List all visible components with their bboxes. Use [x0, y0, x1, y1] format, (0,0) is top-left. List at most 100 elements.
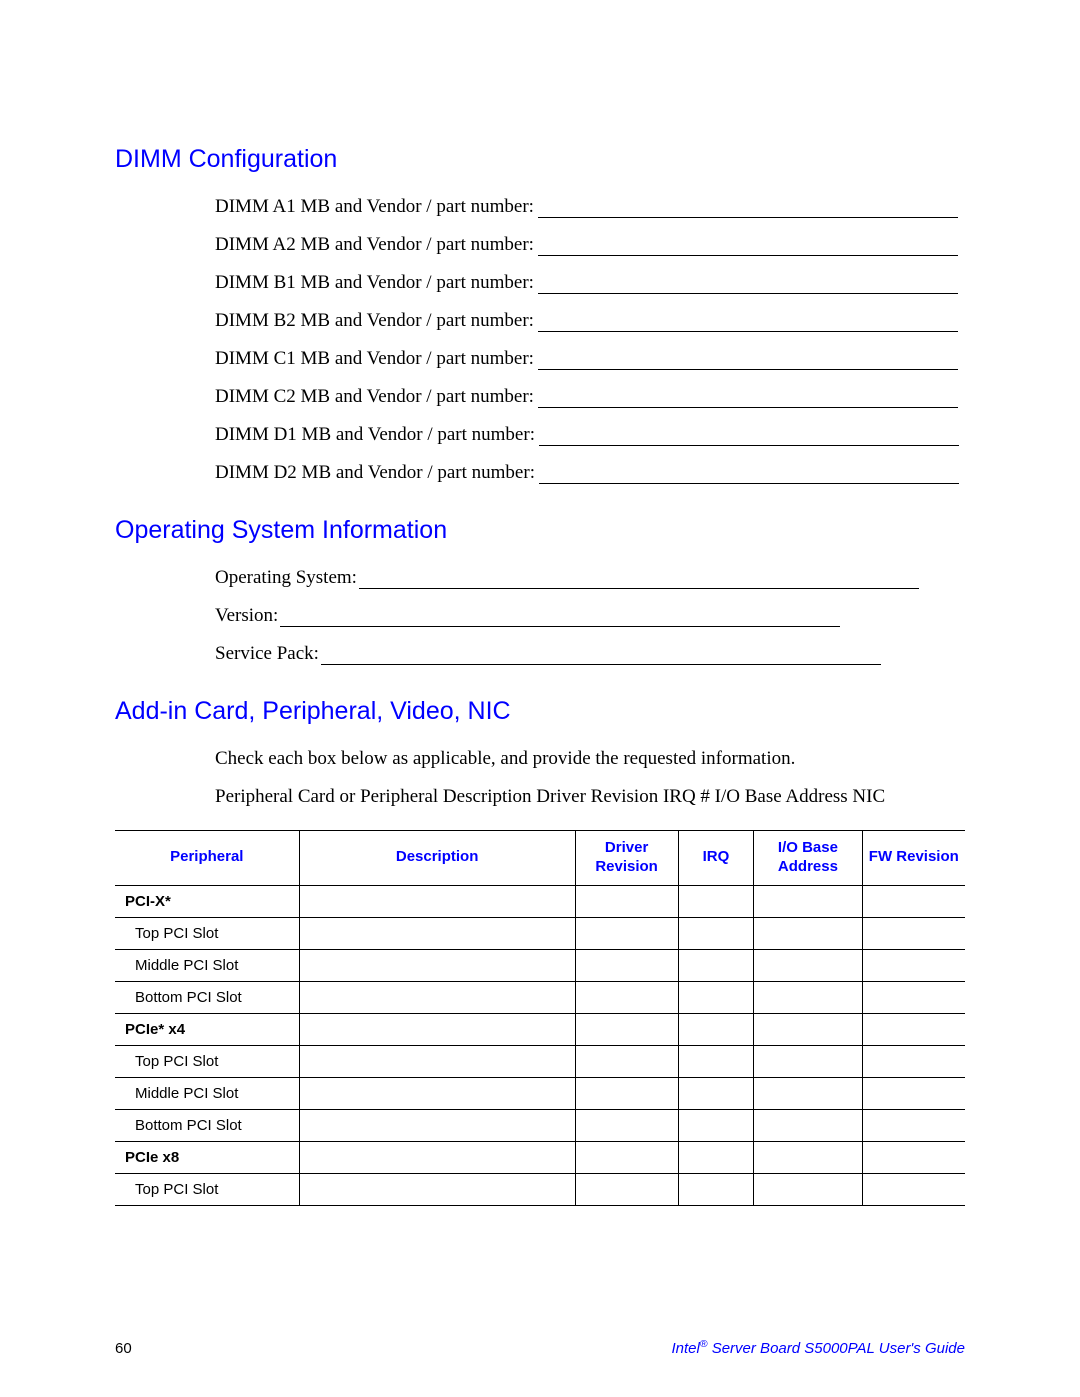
cell: [575, 949, 678, 981]
cell: [575, 1173, 678, 1205]
table-row: Top PCI Slot: [115, 917, 965, 949]
cell: [678, 1173, 754, 1205]
table-row: Top PCI Slot: [115, 1173, 965, 1205]
blank-line: [538, 255, 958, 256]
cell: [299, 1077, 575, 1109]
cell: [299, 885, 575, 917]
cell: [678, 1077, 754, 1109]
cell: [678, 1141, 754, 1173]
dimm-label: DIMM C2 MB and Vendor / part number:: [215, 386, 534, 408]
dimm-label: DIMM A1 MB and Vendor / part number:: [215, 196, 534, 218]
cell: [862, 1077, 965, 1109]
cell: [754, 1109, 862, 1141]
os-line: Service Pack:: [215, 643, 965, 665]
blank-line: [538, 369, 958, 370]
cell: [862, 1141, 965, 1173]
dimm-line: DIMM D1 MB and Vendor / part number:: [215, 424, 965, 446]
cell: [754, 949, 862, 981]
blank-line: [539, 483, 959, 484]
th-irq: IRQ: [678, 831, 754, 886]
cell: [754, 1141, 862, 1173]
addin-instruction: Check each box below as applicable, and …: [115, 748, 965, 770]
cell: [299, 981, 575, 1013]
row-label: Top PCI Slot: [115, 1173, 299, 1205]
dimm-line: DIMM A1 MB and Vendor / part number:: [215, 196, 965, 218]
cell: [754, 981, 862, 1013]
cell: [678, 885, 754, 917]
cell: [575, 1045, 678, 1077]
cell: [862, 981, 965, 1013]
os-label: Version:: [215, 605, 278, 627]
dimm-label: DIMM B2 MB and Vendor / part number:: [215, 310, 534, 332]
heading-dimm-configuration: DIMM Configuration: [115, 145, 965, 174]
blank-line: [321, 664, 881, 665]
cell: [575, 1077, 678, 1109]
cell: [678, 981, 754, 1013]
table-row: Bottom PCI Slot: [115, 981, 965, 1013]
row-label: Bottom PCI Slot: [115, 981, 299, 1013]
row-label: Top PCI Slot: [115, 917, 299, 949]
dimm-line: DIMM D2 MB and Vendor / part number:: [215, 462, 965, 484]
cell: [299, 917, 575, 949]
cell: [862, 885, 965, 917]
os-line: Operating System:: [215, 567, 965, 589]
cell: [678, 1045, 754, 1077]
cell: [299, 1013, 575, 1045]
blank-line: [538, 293, 958, 294]
peripheral-table-body: PCI-X* Top PCI Slot Middle PCI Slot Bott…: [115, 885, 965, 1205]
cell: [754, 917, 862, 949]
dimm-line: DIMM A2 MB and Vendor / part number:: [215, 234, 965, 256]
cell: [754, 1173, 862, 1205]
cell: [575, 1013, 678, 1045]
dimm-label: DIMM C1 MB and Vendor / part number:: [215, 348, 534, 370]
footer-brand: Intel: [671, 1340, 699, 1357]
row-label: Bottom PCI Slot: [115, 1109, 299, 1141]
table-row: Top PCI Slot: [115, 1045, 965, 1077]
cell: [754, 885, 862, 917]
dimm-label: DIMM D1 MB and Vendor / part number:: [215, 424, 535, 446]
cell: [754, 1013, 862, 1045]
dimm-label: DIMM A2 MB and Vendor / part number:: [215, 234, 534, 256]
document-page: DIMM Configuration DIMM A1 MB and Vendor…: [0, 0, 1080, 1397]
cell: [678, 917, 754, 949]
cell: [678, 1013, 754, 1045]
cell: [299, 1109, 575, 1141]
th-driver-revision: Driver Revision: [575, 831, 678, 886]
page-number: 60: [115, 1340, 132, 1357]
os-form-lines: Operating System: Version: Service Pack:: [115, 567, 965, 665]
row-label: Middle PCI Slot: [115, 949, 299, 981]
table-row: PCIe* x4: [115, 1013, 965, 1045]
table-row: Middle PCI Slot: [115, 949, 965, 981]
row-label: Middle PCI Slot: [115, 1077, 299, 1109]
row-label: Top PCI Slot: [115, 1045, 299, 1077]
blank-line: [538, 331, 958, 332]
table-header-row: Peripheral Description Driver Revision I…: [115, 831, 965, 886]
registered-icon: ®: [700, 1338, 708, 1350]
cell: [678, 949, 754, 981]
cell: [575, 1109, 678, 1141]
cell: [754, 1045, 862, 1077]
row-label: PCIe* x4: [115, 1013, 299, 1045]
cell: [299, 949, 575, 981]
th-description: Description: [299, 831, 575, 886]
th-io-base: I/O Base Address: [754, 831, 862, 886]
th-fw-revision: FW Revision: [862, 831, 965, 886]
blank-line: [359, 588, 919, 589]
dimm-label: DIMM D2 MB and Vendor / part number:: [215, 462, 535, 484]
dimm-label: DIMM B1 MB and Vendor / part number:: [215, 272, 534, 294]
cell: [575, 885, 678, 917]
heading-addin: Add-in Card, Peripheral, Video, NIC: [115, 697, 965, 726]
table-row: PCI-X*: [115, 885, 965, 917]
os-label: Operating System:: [215, 567, 357, 589]
table-row: Bottom PCI Slot: [115, 1109, 965, 1141]
cell: [299, 1173, 575, 1205]
footer-guide-title: Intel® Server Board S5000PAL User's Guid…: [671, 1338, 965, 1357]
cell: [862, 1109, 965, 1141]
heading-os-info: Operating System Information: [115, 516, 965, 545]
th-peripheral: Peripheral: [115, 831, 299, 886]
cell: [575, 1141, 678, 1173]
table-row: Middle PCI Slot: [115, 1077, 965, 1109]
cell: [575, 917, 678, 949]
blank-line: [539, 445, 959, 446]
peripheral-table: Peripheral Description Driver Revision I…: [115, 830, 965, 1206]
